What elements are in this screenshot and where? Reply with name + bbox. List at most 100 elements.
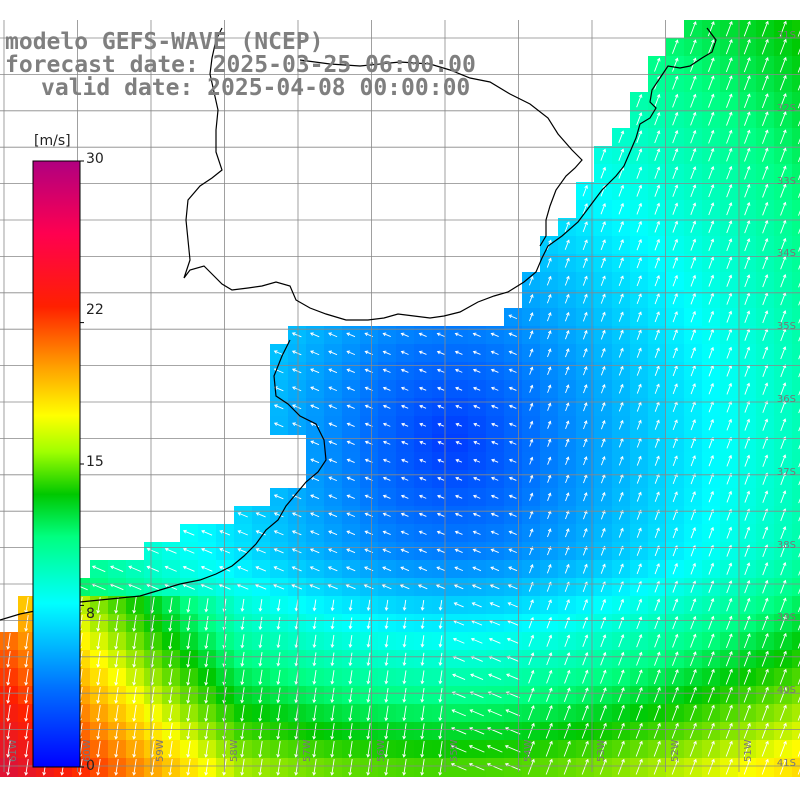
wind-vector-head [470,637,475,642]
field-cell [774,542,793,561]
field-cell [666,272,685,291]
wind-vector [219,530,231,536]
field-cell [270,686,289,705]
wind-vector-head [764,346,769,351]
field-cell [234,596,253,615]
wind-vector-head [747,20,751,25]
field-cell [792,614,800,633]
wind-vector [437,531,445,535]
wind-vector [547,457,551,465]
field-cell [756,362,775,381]
field-cell [648,560,667,579]
wind-vector [636,94,642,108]
wind-vector [618,185,624,197]
field-cell [270,722,289,741]
wind-vector [708,383,714,395]
wind-vector-head [330,771,335,776]
wind-vector-head [168,645,173,650]
field-cell [126,704,145,723]
field-cell [378,686,397,705]
wind-vector [473,351,481,355]
wind-vector-head [240,753,245,758]
wind-vector [437,351,445,355]
wind-vector-head [783,93,787,97]
wind-vector-head [764,274,769,279]
wind-vector [780,328,786,342]
wind-vector [385,599,389,611]
field-cell [414,614,433,633]
field-cell [396,650,415,669]
wind-vector-head [201,529,205,534]
wind-vector [507,656,519,662]
wind-vector-head [674,473,678,478]
wind-vector-head [529,275,534,280]
wind-vector-head [746,129,751,134]
wind-vector-head [273,350,278,354]
wind-vector [241,759,245,775]
wind-vector-head [656,293,660,297]
field-cell [774,740,793,759]
field-cell [684,146,703,165]
field-cell [612,758,631,777]
wind-vector [452,674,466,680]
field-cell [108,668,127,687]
wind-vector [277,652,281,666]
field-cell [558,398,577,417]
wind-vector [797,84,800,91]
wind-vector-head [711,686,715,691]
field-cell [558,722,577,741]
wind-vector-head [620,184,625,189]
wind-vector-head [565,438,570,443]
wind-vector-head [255,548,260,552]
wind-vector [654,311,660,323]
wind-vector [151,651,155,667]
wind-vector-head [222,699,227,704]
wind-vector [744,166,750,180]
wind-vector-head [454,566,459,571]
wind-vector-head [255,566,260,570]
wind-vector [508,584,518,590]
wind-vector [744,598,750,612]
wind-vector [529,475,533,483]
wind-vector [313,705,317,721]
wind-vector-head [693,704,697,709]
field-cell [774,272,793,291]
wind-vector [653,759,661,775]
wind-vector-head [547,438,552,443]
wind-vector [744,112,750,126]
field-cell [432,632,451,651]
field-cell [756,488,775,507]
wind-vector [473,495,481,499]
wind-vector [310,458,320,464]
wind-vector-head [746,346,751,351]
field-cell [684,236,703,255]
wind-vector-head [436,566,441,571]
wind-vector [798,570,800,576]
wind-vector-head [186,771,191,776]
wind-vector-head [565,311,570,316]
wind-vector-head [276,735,281,740]
field-cell [702,668,721,687]
field-cell [306,632,325,651]
wind-vector [780,526,786,540]
wind-vector-head [746,93,751,98]
field-cell [108,758,127,777]
wind-vector [403,705,407,721]
wind-vector [383,513,391,517]
wind-vector-head [114,717,119,722]
field-cell [774,488,793,507]
wind-vector [583,366,587,376]
wind-vector [528,276,534,286]
wind-vector [636,348,642,358]
field-cell [648,614,667,633]
wind-vector-head [436,530,441,535]
field-cell [648,668,667,687]
wind-vector-head [783,704,787,709]
field-cell [558,686,577,705]
wind-vector-head [764,111,769,116]
wind-vector-head [620,130,625,135]
wind-vector [310,530,320,536]
wind-vector [798,372,800,378]
wind-vector [237,566,249,572]
wind-vector-head [675,740,679,745]
